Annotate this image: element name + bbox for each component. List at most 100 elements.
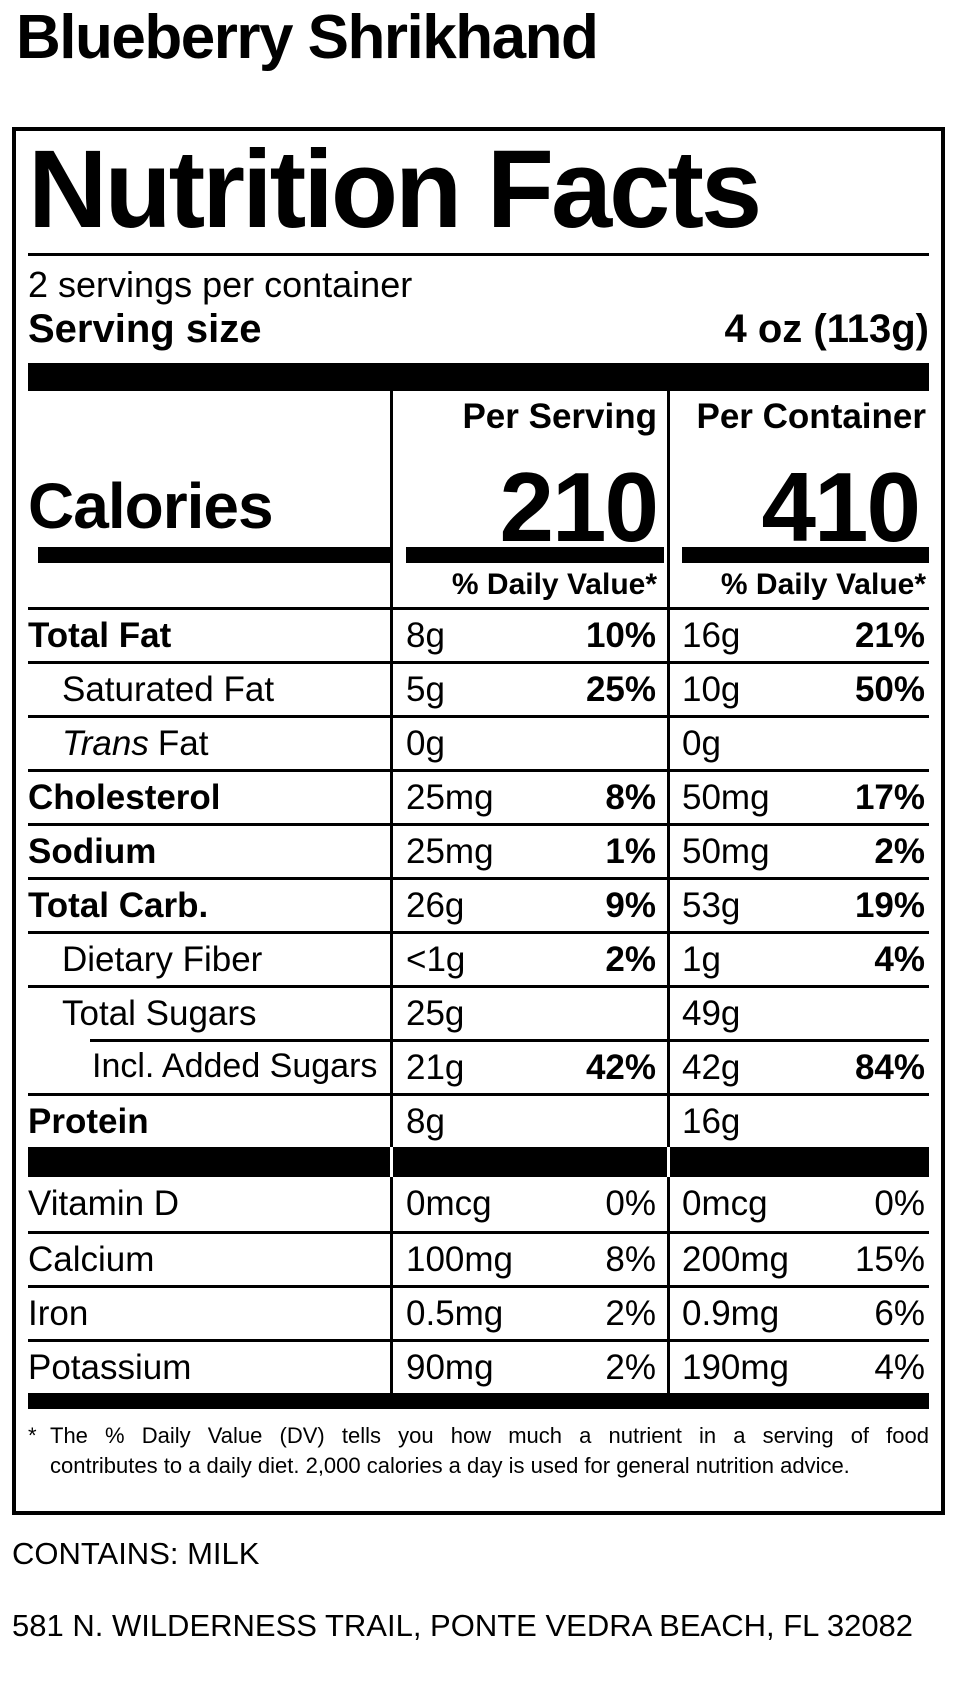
amount: 50mg [682, 831, 770, 871]
calories-underline-bar [390, 547, 667, 564]
daily-value: 1% [605, 831, 656, 871]
daily-value: 2% [605, 1347, 656, 1387]
daily-value: 6% [874, 1293, 925, 1333]
spacer-cell [28, 563, 390, 607]
calories-underline-bar [667, 547, 929, 564]
daily-value-header-container: % Daily Value* [667, 563, 929, 608]
daily-value: 2% [874, 831, 925, 871]
nutrient-name-cholesterol: Cholesterol [28, 769, 390, 823]
separator-bar-top [28, 363, 929, 392]
amount: <1g [406, 939, 466, 979]
total-sugars-per-serving: 25g [390, 985, 667, 1040]
amount: 42g [682, 1047, 741, 1087]
calcium-per-serving: 100mg 8% [390, 1231, 667, 1286]
footnote-asterisk: * [28, 1423, 37, 1449]
amount: 0.9mg [682, 1293, 780, 1333]
daily-value: 8% [605, 1239, 656, 1279]
trans-italic: Trans [62, 723, 149, 763]
amount: 25mg [406, 831, 494, 871]
sodium-per-container: 50mg 2% [667, 823, 929, 878]
daily-value: 8% [605, 777, 656, 817]
serving-size-row: Serving size 4 oz (113g) [28, 307, 929, 351]
manufacturer-address: 581 N. WILDERNESS TRAIL, PONTE VEDRA BEA… [12, 1608, 914, 1643]
total-carb-per-container: 53g 19% [667, 877, 929, 932]
amount: 21g [406, 1047, 465, 1087]
vitamin-d-per-container: 0mcg 0% [667, 1177, 929, 1232]
trans-rest: Fat [157, 723, 209, 763]
amount: 5g [406, 669, 445, 709]
daily-value: 50% [854, 669, 925, 709]
nutrient-name-added-sugars: Incl. Added Sugars [28, 1039, 390, 1093]
calories-per-container: 410 [667, 443, 929, 556]
footnote-line-1: The % Daily Value (DV) tells you how muc… [50, 1423, 929, 1449]
separator-bar-mid [667, 1147, 929, 1178]
calcium-per-container: 200mg 15% [667, 1231, 929, 1286]
cholesterol-per-serving: 25mg 8% [390, 769, 667, 824]
cholesterol-per-container: 50mg 17% [667, 769, 929, 824]
nutrient-name-total-carb: Total Carb. [28, 877, 390, 931]
nutrient-name-total-fat: Total Fat [28, 607, 390, 661]
iron-per-container: 0.9mg 6% [667, 1285, 929, 1340]
total-carb-per-serving: 26g 9% [390, 877, 667, 932]
amount: 53g [682, 885, 741, 925]
vitamin-name-calcium: Calcium [28, 1231, 390, 1285]
vitamin-name-vitamin-d: Vitamin D [28, 1184, 180, 1224]
nutrient-name-saturated-fat: Saturated Fat [28, 661, 390, 715]
vitamin-name-potassium: Potassium [28, 1339, 390, 1393]
footnote-line-2: contributes to a daily diet. 2,000 calor… [50, 1453, 850, 1479]
product-title: Blueberry Shrikhand [16, 3, 599, 72]
calories-underline-bar [28, 547, 390, 563]
total-fat-per-container: 16g 21% [667, 607, 929, 662]
separator-bar-mid [28, 1147, 390, 1178]
iron-per-serving: 0.5mg 2% [390, 1285, 667, 1340]
dietary-fiber-per-container: 1g 4% [667, 931, 929, 986]
daily-value: 0% [874, 1184, 925, 1224]
nutrient-name-dietary-fiber: Dietary Fiber [28, 931, 390, 985]
amount: 0g [406, 723, 445, 763]
amount: 8g [406, 615, 445, 655]
amount: 25mg [406, 777, 494, 817]
amount: 26g [406, 885, 465, 925]
daily-value: 4% [874, 939, 925, 979]
daily-value: 21% [854, 615, 925, 655]
heading-rule [28, 253, 929, 256]
daily-value: 84% [854, 1047, 925, 1087]
spacer-cell [28, 391, 390, 443]
amount: 0mcg [682, 1184, 768, 1224]
trans-fat-per-container: 0g [667, 715, 929, 770]
trans-fat-per-serving: 0g [390, 715, 667, 770]
calories-per-serving: 210 [390, 443, 667, 556]
dietary-fiber-per-serving: <1g 2% [390, 931, 667, 986]
amount: 0mcg [406, 1184, 492, 1224]
amount: 1g [682, 939, 721, 979]
allergen-statement: CONTAINS: MILK [12, 1536, 260, 1571]
daily-value: 2% [605, 939, 656, 979]
amount: 100mg [406, 1239, 514, 1279]
daily-value: 2% [605, 1293, 656, 1333]
protein-per-container: 16g [667, 1093, 929, 1148]
daily-value-header-serving: % Daily Value* [390, 563, 667, 608]
per-serving-header: Per Serving [390, 391, 667, 444]
nutrition-facts-label: Nutrition Facts 2 servings per container… [12, 127, 945, 1515]
potassium-per-container: 190mg 4% [667, 1339, 929, 1394]
separator-bar-bottom [28, 1393, 929, 1410]
daily-value: 9% [605, 885, 656, 925]
amount: 200mg [682, 1239, 790, 1279]
saturated-fat-per-container: 10g 50% [667, 661, 929, 716]
amount: 16g [682, 1101, 741, 1141]
amount: 10g [682, 669, 741, 709]
daily-value: 15% [854, 1239, 925, 1279]
nutrient-name-sodium: Sodium [28, 823, 390, 877]
nutrient-name-total-sugars: Total Sugars [28, 985, 390, 1039]
calories-label: Calories [28, 470, 274, 543]
protein-per-serving: 8g [390, 1093, 667, 1148]
daily-value: 42% [585, 1047, 656, 1087]
label-heading: Nutrition Facts [28, 128, 762, 251]
amount: 8g [406, 1101, 445, 1141]
amount: 190mg [682, 1347, 790, 1387]
amount: 50mg [682, 777, 770, 817]
daily-value: 10% [585, 615, 656, 655]
nutrient-name-trans-fat: Trans Fat [28, 715, 390, 769]
total-sugars-per-container: 49g [667, 985, 929, 1040]
amount: 16g [682, 615, 741, 655]
